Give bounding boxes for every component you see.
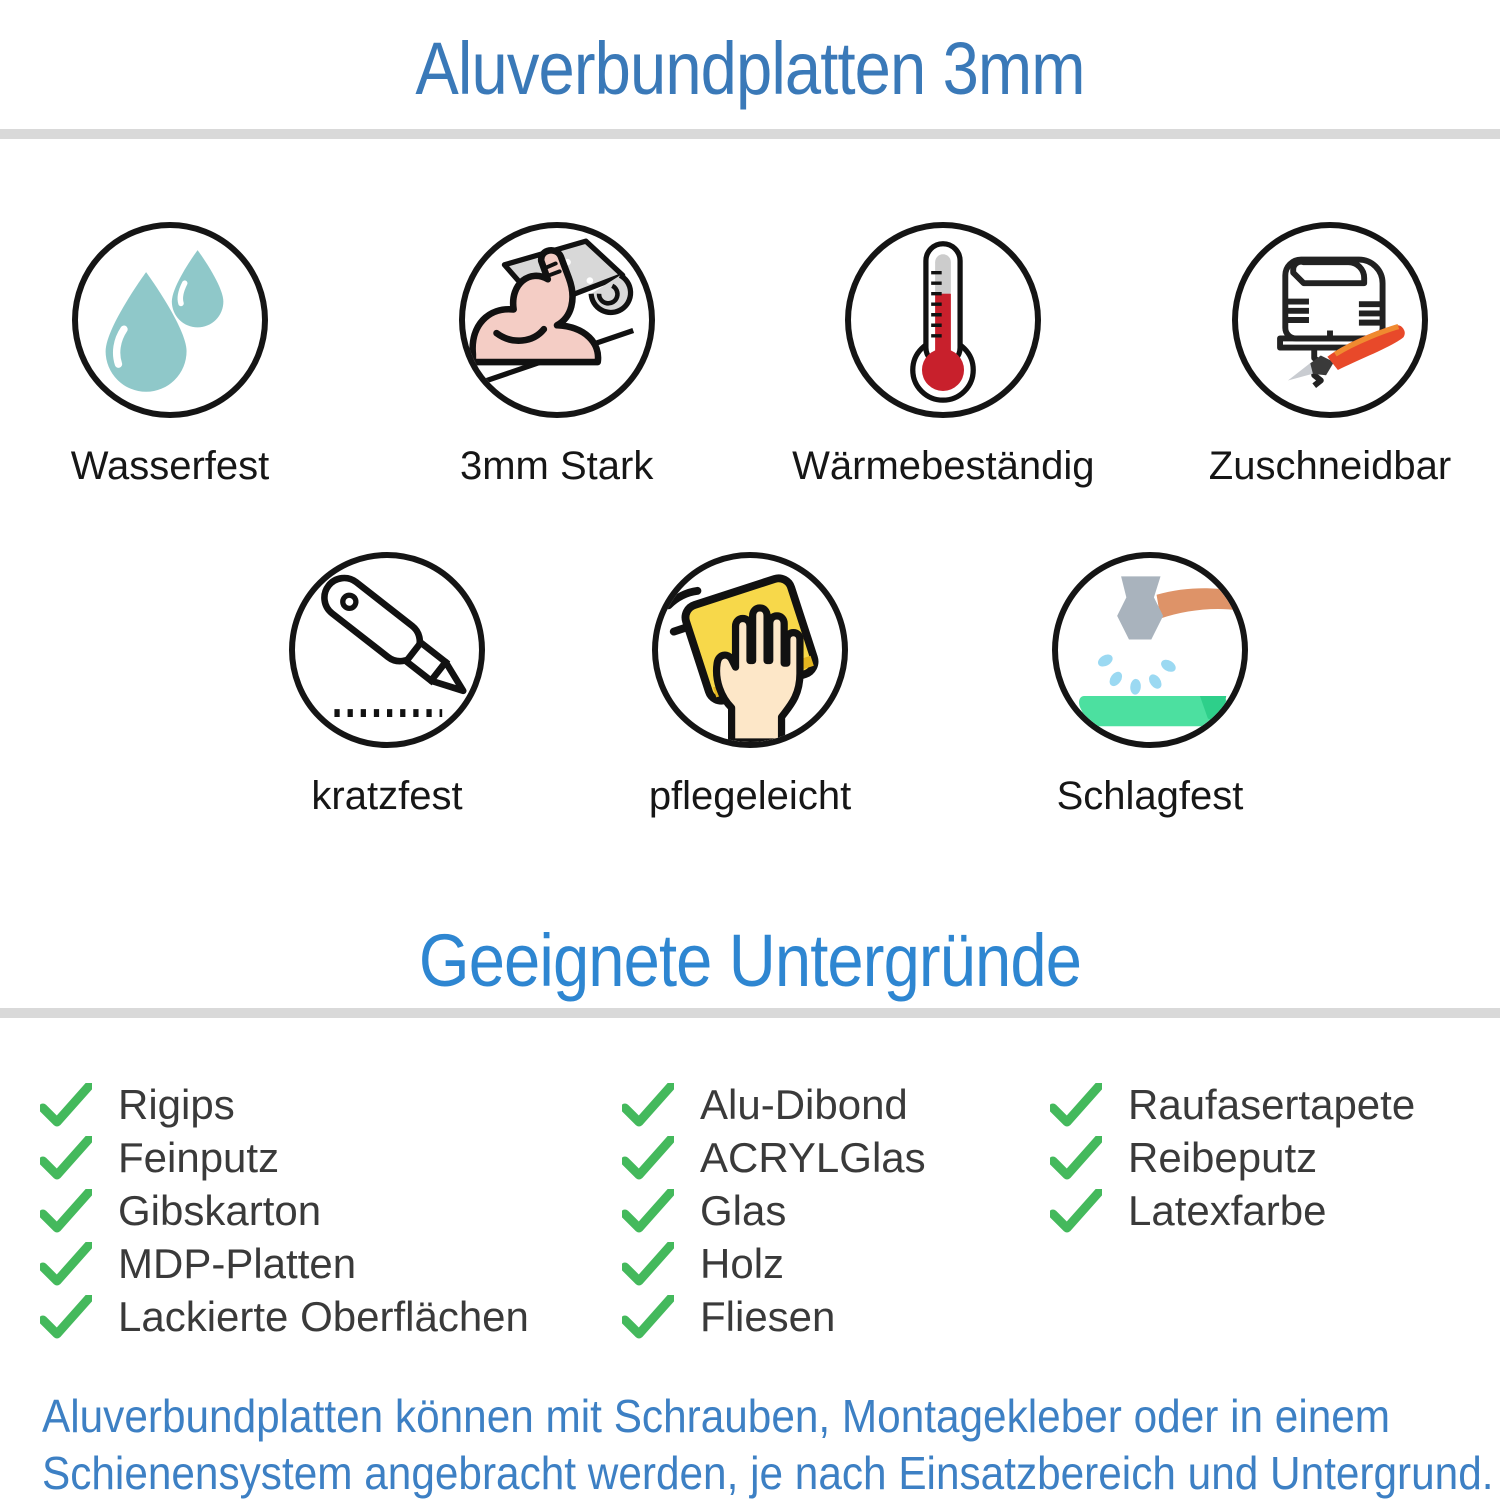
list-item: Raufasertapete [1050,1078,1415,1131]
footer-note: Aluverbundplatten können mit Schrauben, … [42,1388,1500,1500]
feature-row-1: Wasserfest 3mm Stark [0,222,1500,489]
feature-wasserfest: Wasserfest [0,222,340,489]
check-icon [40,1241,92,1285]
hammer-icon [1052,552,1248,748]
divider-bar [0,1008,1500,1018]
check-icon [622,1082,674,1126]
list-item: MDP-Platten [40,1237,529,1290]
list-item: Rigips [40,1078,529,1131]
list-item: Fliesen [622,1290,926,1343]
substrate-column-3: Raufasertapete Reibeputz Latexfarbe [1050,1078,1415,1237]
substrate-label: ACRYLGlas [700,1133,926,1181]
check-icon [622,1188,674,1232]
footer-line-1: Aluverbundplatten können mit Schrauben, … [42,1390,1391,1442]
check-icon [1050,1188,1102,1232]
utility-knife-icon [289,552,485,748]
substrate-column-1: Rigips Feinputz Gibskarton MDP-Platten L… [40,1078,529,1343]
list-item: Lackierte Oberflächen [40,1290,529,1343]
check-icon [622,1241,674,1285]
check-icon [40,1135,92,1179]
list-item: Alu-Dibond [622,1078,926,1131]
substrate-label: Raufasertapete [1128,1080,1416,1128]
feature-3mm-stark: 3mm Stark [387,222,727,489]
thermometer-icon [845,222,1042,418]
feature-label: Wärmebeständig [792,444,1095,488]
substrate-label: Fliesen [700,1292,836,1340]
list-item: Gibskarton [40,1184,529,1237]
check-icon [1050,1135,1102,1179]
cleaning-hand-icon [652,552,848,748]
list-item: ACRYLGlas [622,1131,926,1184]
substrate-label: Glas [700,1186,787,1234]
substrate-label: Alu-Dibond [700,1080,908,1128]
feature-label: kratzfest [311,774,463,818]
list-item: Feinputz [40,1131,529,1184]
page-title: Aluverbundplatten 3mm [415,27,1085,110]
check-icon [40,1082,92,1126]
list-item: Glas [622,1184,926,1237]
substrate-label: Reibeputz [1128,1133,1318,1181]
substrate-label: Holz [700,1239,785,1287]
divider-bar [0,129,1500,139]
feature-label: 3mm Stark [459,444,654,488]
feature-waermebestaendig: Wärmebeständig [773,222,1113,489]
check-icon [40,1188,92,1232]
feature-pflegeleicht: pflegeleicht [580,552,920,819]
check-icon [622,1135,674,1179]
feature-label: pflegeleicht [648,774,852,818]
list-item: Holz [622,1237,926,1290]
footer-line-2: Schienensystem angebracht werden, je nac… [42,1447,1494,1499]
substrate-label: Latexfarbe [1128,1186,1327,1234]
list-item: Latexfarbe [1050,1184,1415,1237]
feature-schlagfest: Schlagfest [980,552,1320,819]
feature-kratzfest: kratzfest [217,552,557,819]
substrate-label: Gibskarton [118,1186,322,1234]
feature-label: Wasserfest [70,444,270,488]
substrate-label: Lackierte Oberflächen [118,1292,529,1340]
check-icon [1050,1082,1102,1126]
check-icon [40,1294,92,1338]
feature-label: Schlagfest [1056,774,1244,818]
feature-label: Zuschneidbar [1208,444,1452,488]
list-item: Reibeputz [1050,1131,1415,1184]
check-icon [622,1294,674,1338]
water-drops-icon [72,222,268,418]
substrate-column-2: Alu-Dibond ACRYLGlas Glas Holz Fliesen [622,1078,926,1343]
substrate-label: Feinputz [118,1133,280,1181]
section-title: Geeignete Untergründe [418,919,1082,1002]
muscle-arm-icon [458,222,655,418]
substrate-label: MDP-Platten [118,1239,357,1287]
feature-zuschneidbar: Zuschneidbar [1160,222,1500,489]
substrate-label: Rigips [118,1080,235,1128]
jigsaw-icon [1231,222,1428,418]
